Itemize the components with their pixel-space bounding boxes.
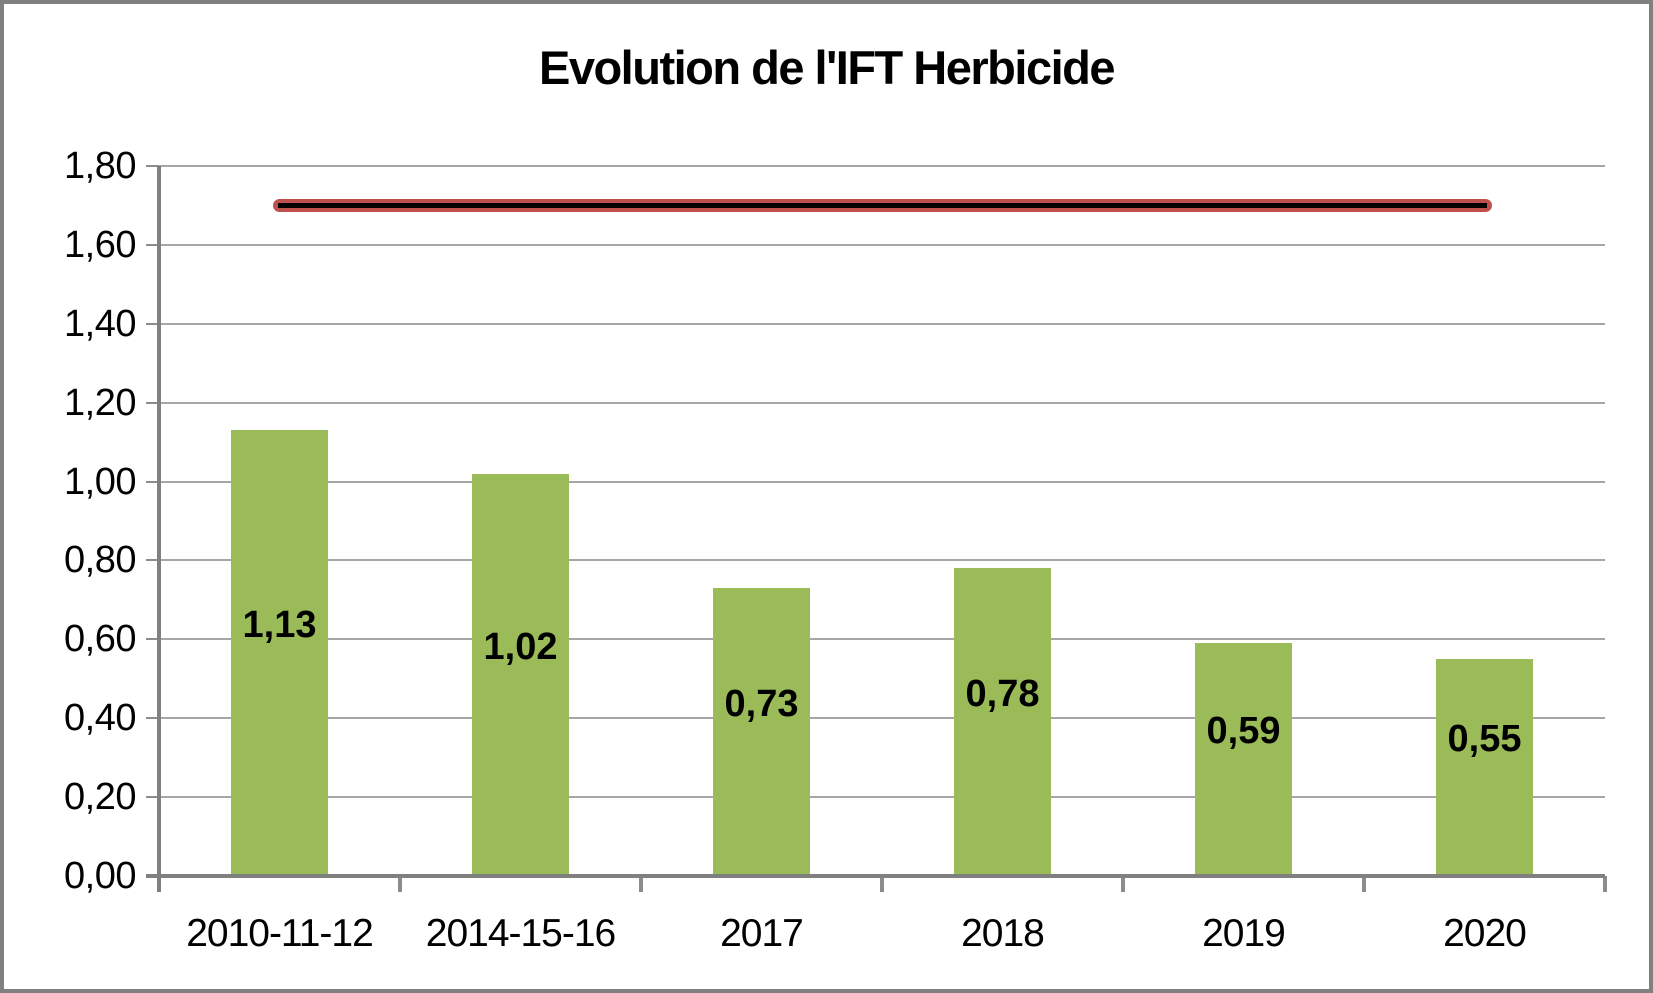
x-axis-category-label: 2018 xyxy=(961,912,1045,955)
x-axis-category-label: 2019 xyxy=(1202,912,1286,955)
bar: 0,78 xyxy=(954,568,1051,876)
y-axis-tick xyxy=(146,322,159,325)
gridline xyxy=(159,165,1605,167)
x-axis-tick xyxy=(880,876,884,892)
y-axis-tick-label: 0,20 xyxy=(64,776,136,819)
x-axis-category-label: 2014-15-16 xyxy=(425,912,617,955)
bar-value-label: 0,59 xyxy=(1206,710,1281,752)
y-axis-tick-label: 0,80 xyxy=(64,539,136,582)
gridline xyxy=(159,243,1605,246)
gridline xyxy=(159,717,1605,720)
bar-value-label: 0,73 xyxy=(724,683,799,725)
y-axis-tick xyxy=(146,243,159,246)
x-axis-tick xyxy=(639,876,643,892)
y-axis-tick xyxy=(146,559,159,562)
gridline xyxy=(159,480,1605,483)
y-axis-tick xyxy=(146,796,159,799)
y-axis-tick xyxy=(146,480,159,483)
x-axis-tick xyxy=(1362,876,1366,892)
plot-area: 1,13 1,02 0,73 0,78 0,59 0,55 xyxy=(146,165,1607,892)
bar: 1,13 xyxy=(231,430,328,876)
bar: 0,59 xyxy=(1195,643,1292,876)
x-axis-tick xyxy=(1603,876,1607,892)
y-axis-tick xyxy=(146,165,159,167)
x-axis-category-label: 2017 xyxy=(720,912,804,955)
chart-title: Evolution de l'IFT Herbicide xyxy=(538,41,1116,94)
reference-line xyxy=(273,199,1492,212)
reference-line-core xyxy=(278,203,1487,208)
bar-value-label: 0,78 xyxy=(965,673,1040,715)
x-axis-line xyxy=(146,874,1605,878)
y-axis-tick xyxy=(146,401,159,404)
y-axis-tick-label: 0,40 xyxy=(64,697,136,740)
y-axis-tick-label: 1,60 xyxy=(64,223,136,266)
bar: 0,73 xyxy=(713,588,810,876)
y-axis-tick xyxy=(146,638,159,641)
bar-value-label: 0,55 xyxy=(1447,718,1522,760)
bar-value-label: 1,13 xyxy=(242,604,317,646)
y-axis-tick-label: 0,00 xyxy=(64,855,136,897)
gridline xyxy=(159,638,1605,641)
bar: 0,55 xyxy=(1436,659,1533,876)
y-axis-tick xyxy=(146,717,159,720)
y-axis-tick-label: 1,40 xyxy=(64,302,136,345)
gridline xyxy=(159,322,1605,325)
y-axis-tick-label: 0,60 xyxy=(64,618,136,661)
bar: 1,02 xyxy=(472,474,569,876)
gridline xyxy=(159,559,1605,562)
y-axis-tick-label: 1,80 xyxy=(64,145,136,187)
x-axis-category-label: 2010-11-12 xyxy=(186,912,374,955)
y-axis-tick-label: 1,20 xyxy=(64,381,136,424)
x-axis-category-label: 2020 xyxy=(1443,912,1527,955)
bar-value-label: 1,02 xyxy=(483,626,558,668)
y-axis-tick-label: 1,00 xyxy=(64,460,136,503)
gridline xyxy=(159,401,1605,404)
x-axis-tick xyxy=(398,876,402,892)
gridline xyxy=(159,796,1605,799)
x-axis-tick xyxy=(1121,876,1125,892)
y-axis-line xyxy=(157,166,161,892)
